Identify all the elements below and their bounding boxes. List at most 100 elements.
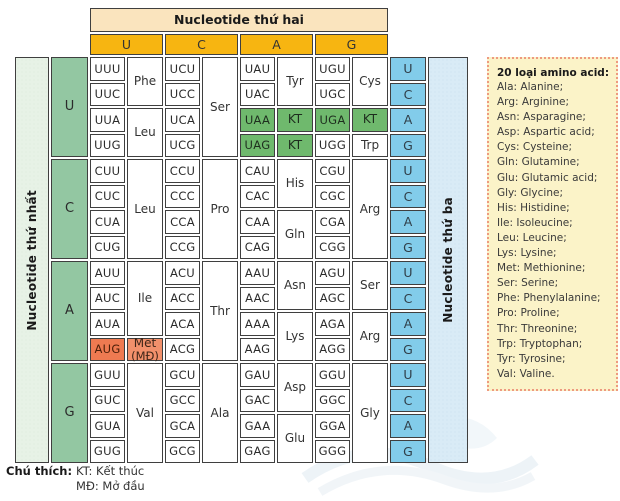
amino-cell: KT bbox=[277, 133, 313, 157]
codon-cell-label: UGG bbox=[318, 138, 347, 153]
codon-cell-label: AUU bbox=[94, 265, 121, 280]
amino-cell: Lys bbox=[277, 312, 313, 361]
amino-cell: Ser bbox=[352, 261, 388, 310]
legend-items: Ala: Alanine; Arg: Arginine; Asn: Asparagi… bbox=[497, 80, 611, 382]
codon-cell-label: GCC bbox=[169, 393, 196, 408]
amino-cell: Ser bbox=[202, 57, 238, 157]
codon-cell-label: GUU bbox=[94, 367, 121, 382]
legend-item: Tyr: Tyrosine; bbox=[497, 352, 566, 365]
third-base-cell: U bbox=[390, 363, 426, 387]
amino-cell-label: Tyr bbox=[286, 74, 304, 89]
codon-cell-label: AAC bbox=[245, 291, 270, 306]
codon-cell-label: UCG bbox=[169, 138, 196, 153]
third-base-cell: U bbox=[390, 57, 426, 81]
third-base-cell: U bbox=[390, 261, 426, 285]
codon-cell-label: UGC bbox=[319, 87, 346, 102]
amino-cell-label: KT bbox=[362, 112, 378, 127]
codon-cell-label: AAU bbox=[244, 265, 271, 280]
second-base-header-U: U bbox=[90, 34, 163, 55]
first-base-cell-U-label: U bbox=[64, 99, 75, 115]
first-nucleotide-axis-label: Nucleotide thứ nhất bbox=[24, 189, 39, 331]
codon-cell: GGG bbox=[315, 439, 350, 463]
codon-cell: CCA bbox=[165, 210, 200, 234]
amino-cell-label: Ala bbox=[210, 405, 230, 420]
amino-cell-label: His bbox=[285, 176, 305, 191]
codon-cell: CUG bbox=[90, 235, 125, 259]
codon-cell-label: ACA bbox=[170, 316, 195, 331]
third-base-cell: C bbox=[390, 82, 426, 106]
codon-cell: UCU bbox=[165, 57, 200, 81]
codon-cell: GAG bbox=[240, 439, 275, 463]
codon-cell-label: AUG bbox=[94, 342, 121, 357]
codon-cell-label: GGU bbox=[318, 367, 347, 382]
legend-item: Thr: Threonine; bbox=[497, 322, 578, 335]
first-nucleotide-axis: Nucleotide thứ nhất bbox=[15, 57, 49, 463]
codon-cell: UAA bbox=[240, 108, 275, 132]
legend-item: Glu: Glutamic acid; bbox=[497, 171, 598, 184]
amino-cell-label: Asp bbox=[283, 380, 307, 395]
amino-cell-label: Asn bbox=[283, 278, 307, 293]
legend-title: 20 loại amino acid: bbox=[497, 67, 610, 79]
third-base-cell: U bbox=[390, 159, 426, 183]
second-nucleotide-header: Nucleotide thứ hai bbox=[90, 8, 388, 32]
amino-cell-label: Ser bbox=[360, 278, 380, 293]
amino-cell: Ala bbox=[202, 363, 238, 463]
third-base-cell-label: U bbox=[403, 367, 413, 383]
codon-cell: ACC bbox=[165, 286, 200, 310]
codon-cell: AUA bbox=[90, 312, 125, 336]
codon-cell: CGC bbox=[315, 184, 350, 208]
codon-cell-label: AAA bbox=[244, 316, 271, 331]
codon-cell-label: CCG bbox=[169, 240, 196, 255]
footnote-line-stop: KT: Kết thúc bbox=[76, 464, 145, 478]
codon-cell: UUG bbox=[90, 133, 125, 157]
third-base-cell-label: U bbox=[403, 61, 413, 77]
third-base-cell: A bbox=[390, 108, 426, 132]
codon-cell-label: UUC bbox=[94, 87, 121, 102]
amino-cell: Cys bbox=[352, 57, 388, 106]
codon-cell: GCG bbox=[165, 439, 200, 463]
first-base-cell-G-label: G bbox=[64, 405, 75, 421]
codon-cell-label: AUA bbox=[94, 316, 121, 331]
amino-cell-label: Pro bbox=[210, 201, 230, 216]
amino-cell-label: Arg bbox=[359, 329, 381, 344]
codon-cell: GUC bbox=[90, 388, 125, 412]
amino-cell-label: Cys bbox=[359, 74, 381, 89]
codon-cell-label: UAC bbox=[244, 87, 270, 102]
amino-cell: Ile bbox=[127, 261, 163, 336]
amino-cell: Glu bbox=[277, 414, 313, 463]
codon-cell: CAC bbox=[240, 184, 275, 208]
amino-cell-label: Ser bbox=[210, 99, 230, 114]
codon-cell-label: UUU bbox=[94, 61, 121, 76]
codon-cell: CCU bbox=[165, 159, 200, 183]
amino-cell-label: Lys bbox=[285, 329, 305, 344]
codon-cell-label: CUG bbox=[94, 240, 121, 255]
codon-cell-label: GGA bbox=[319, 418, 346, 433]
third-base-cell-label: A bbox=[403, 214, 413, 230]
first-base-cell-G: G bbox=[51, 363, 88, 463]
legend-item: Arg: Arginine; bbox=[497, 96, 569, 109]
amino-cell: Phe bbox=[127, 57, 163, 106]
amino-cell: Thr bbox=[202, 261, 238, 361]
codon-cell-label: CGA bbox=[319, 214, 346, 229]
amino-cell-label: KT bbox=[287, 137, 303, 152]
codon-cell: AUU bbox=[90, 261, 125, 285]
footnote: Chú thích: KT: Kết thúc MĐ: Mở đầu bbox=[6, 464, 145, 494]
third-base-cell-label: A bbox=[403, 316, 413, 332]
legend-item: Gly: Glycine; bbox=[497, 186, 563, 199]
footnote-line-start: MĐ: Mở đầu bbox=[76, 479, 145, 493]
codon-cell: AAG bbox=[240, 337, 275, 361]
codon-cell-label: GUA bbox=[94, 418, 121, 433]
third-base-cell-label: C bbox=[403, 290, 413, 306]
third-base-cell: A bbox=[390, 210, 426, 234]
codon-cell: UCG bbox=[165, 133, 200, 157]
codon-cell-label: CCA bbox=[170, 214, 195, 229]
amino-cell: Asn bbox=[277, 261, 313, 310]
codon-cell-label: UGU bbox=[319, 61, 346, 76]
codon-cell: UGU bbox=[315, 57, 350, 81]
legend-item: Ser: Serine; bbox=[497, 277, 559, 290]
third-base-cell: C bbox=[390, 388, 426, 412]
codon-cell: CAG bbox=[240, 235, 275, 259]
codon-cell: UCA bbox=[165, 108, 200, 132]
codon-cell: GUG bbox=[90, 439, 125, 463]
codon-cell-label: GUG bbox=[93, 444, 122, 459]
